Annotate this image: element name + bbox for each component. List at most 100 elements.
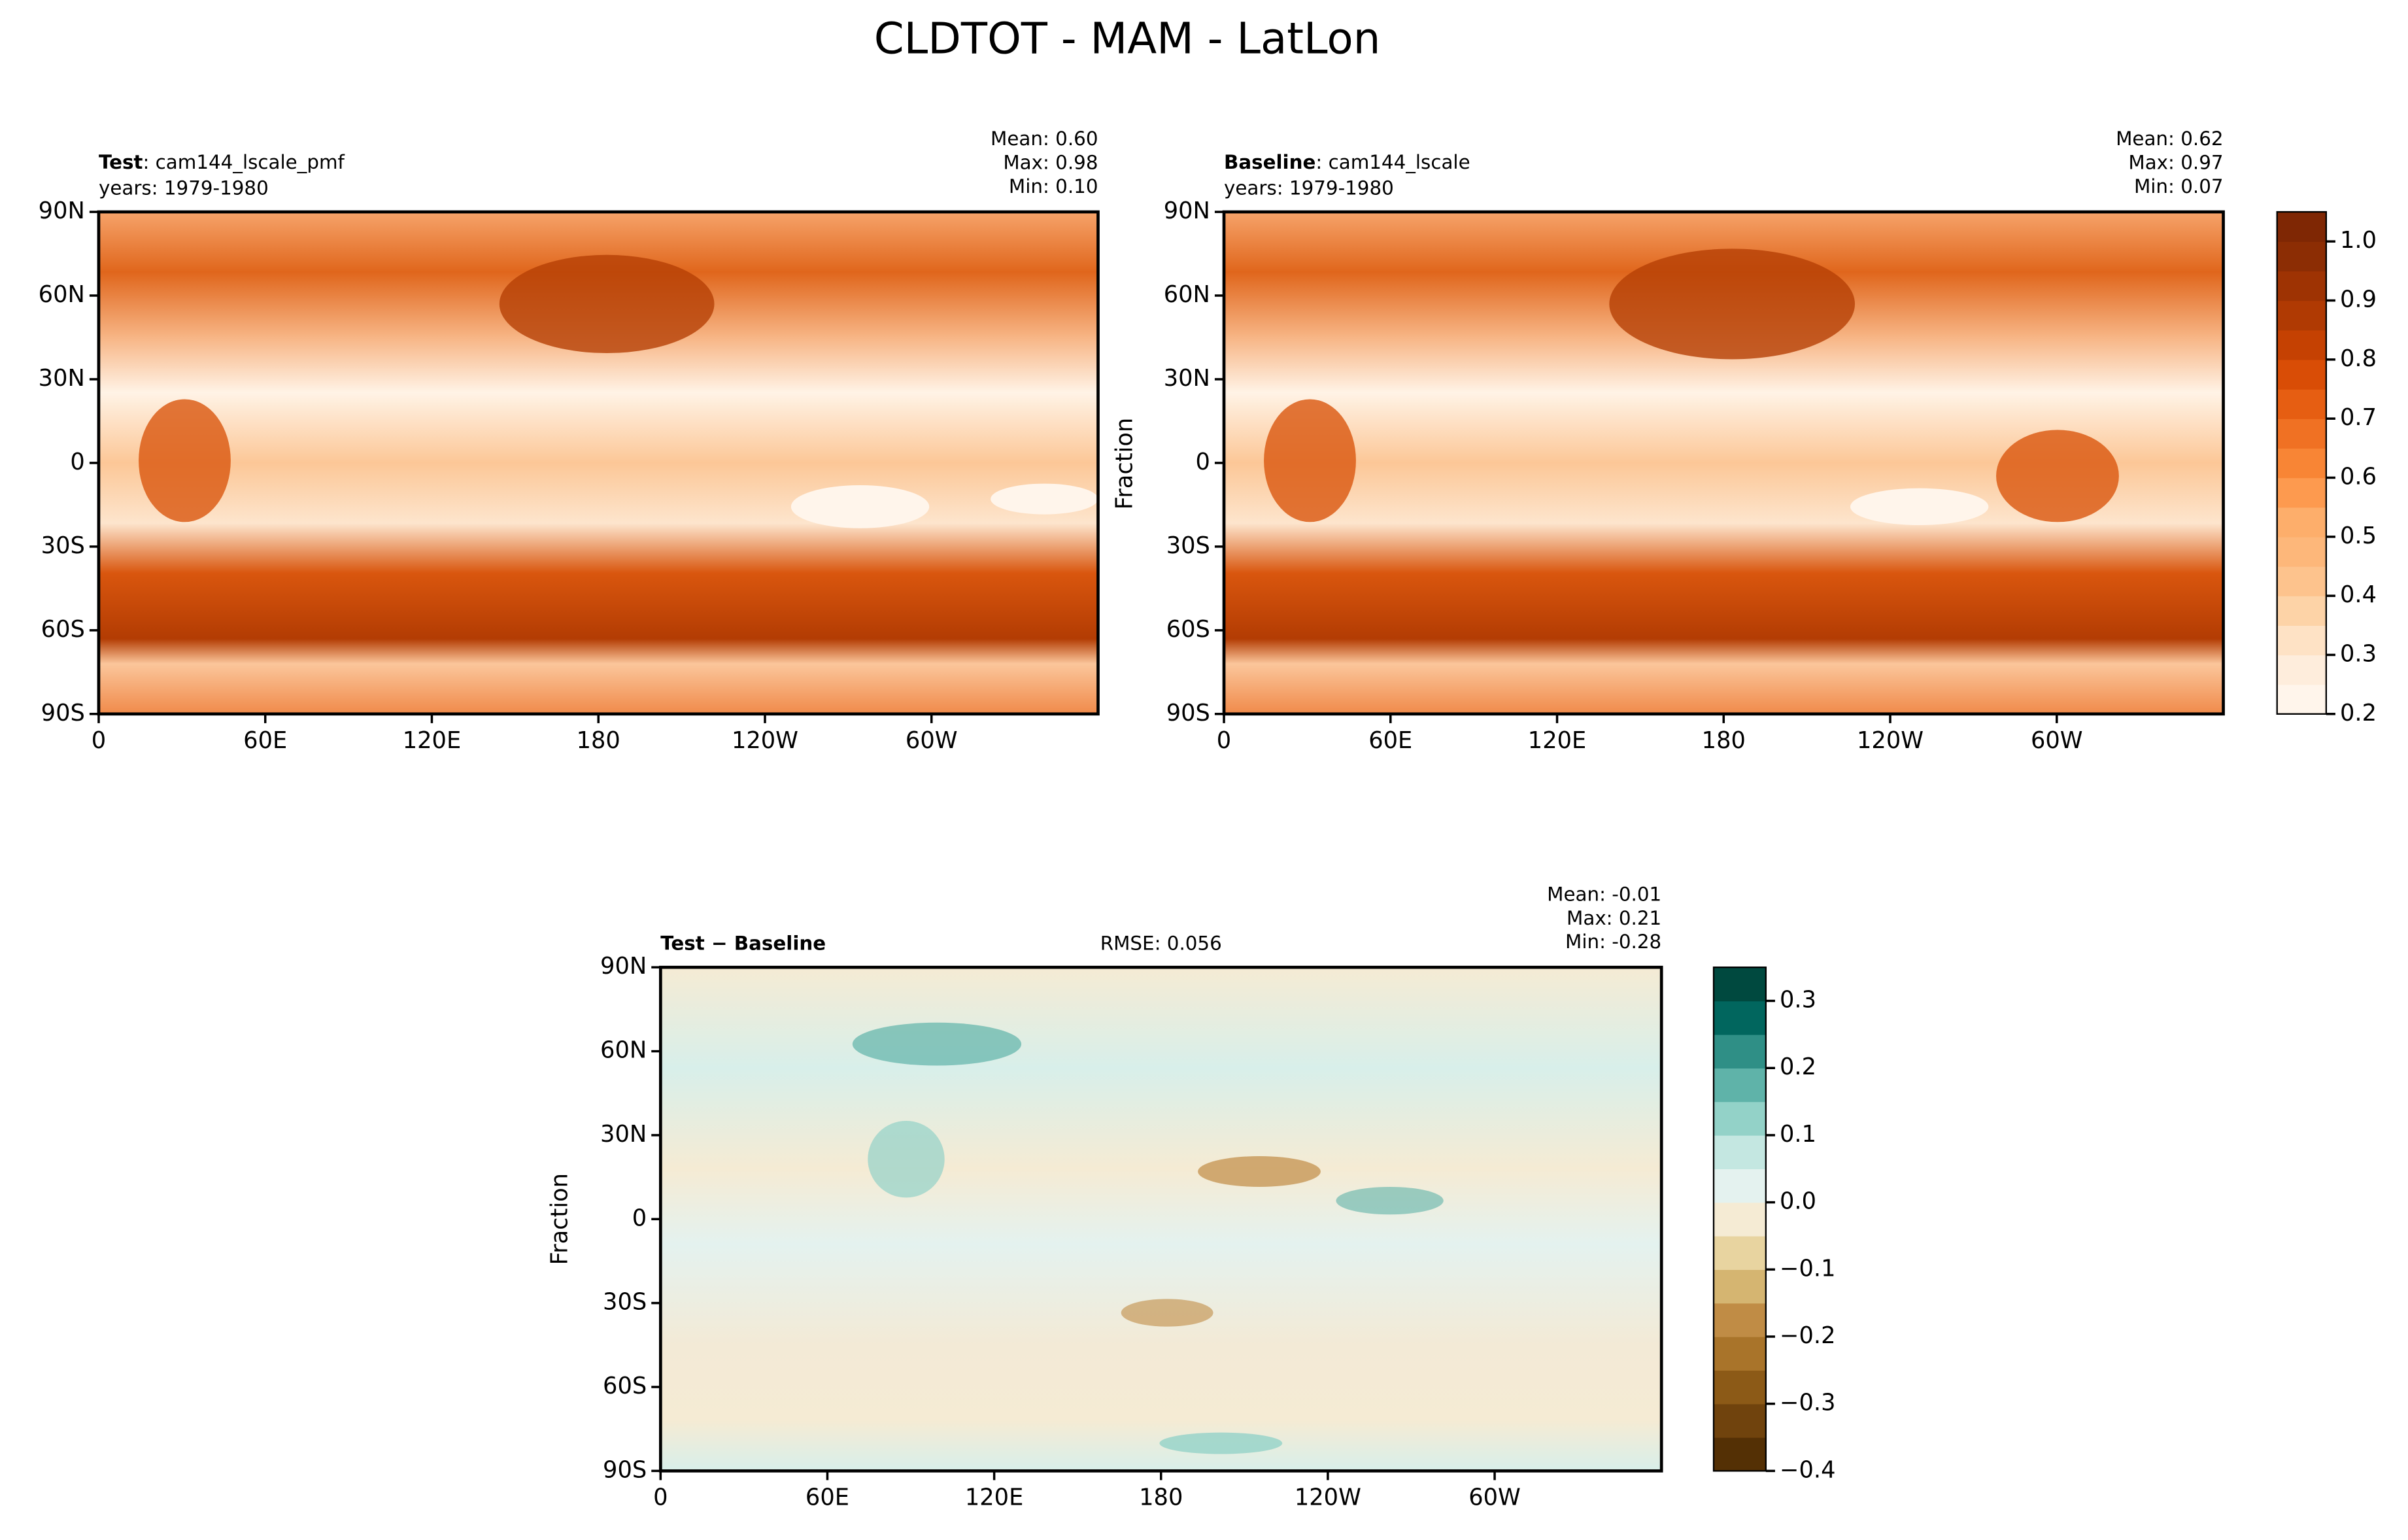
lon-tick-label: 120E <box>403 727 461 754</box>
colorbar-tick-label: 0.6 <box>2340 463 2377 490</box>
lat-tick-label: 30N <box>39 365 85 392</box>
lon-tick-label: 120E <box>965 1484 1023 1511</box>
lat-tick-label: 30N <box>600 1121 647 1148</box>
colorbar-tick-label: 0.5 <box>2340 522 2377 549</box>
colorbar-label: Fraction <box>547 1173 573 1265</box>
colorbar-tick-label: 0.1 <box>1780 1121 1816 1148</box>
colorbar-tick-label: 0.2 <box>1780 1053 1816 1080</box>
lon-tick-label: 60E <box>805 1484 849 1511</box>
colorbar-bin <box>1714 1202 1766 1237</box>
lat-tick-label: 60S <box>41 616 85 643</box>
colorbar-bin <box>2277 271 2326 301</box>
colorbar-bin <box>2277 684 2326 715</box>
colorbar-bin <box>1714 1370 1766 1405</box>
colorbar-bin <box>2277 655 2326 685</box>
lon-tick-label: 120W <box>732 727 798 754</box>
lat-tick-label: 90N <box>600 953 647 980</box>
colorbar-bin <box>2277 448 2326 479</box>
colorbar-bin <box>2277 241 2326 272</box>
colorbar-tick-label: 0.3 <box>2340 640 2377 667</box>
lon-tick-label: 60E <box>243 727 287 754</box>
lon-tick-label: 60W <box>2031 727 2083 754</box>
lon-tick-label: 0 <box>653 1484 668 1511</box>
colorbar-tick-label: −0.1 <box>1780 1255 1835 1282</box>
stat-label: Mean: 0.60 <box>991 128 1098 150</box>
stat-label: Min: -0.28 <box>1565 931 1661 953</box>
lat-tick-label: 90N <box>39 197 85 224</box>
lat-tick-label: 90S <box>41 700 85 727</box>
colorbar-bin <box>2277 359 2326 390</box>
figure-title: CLDTOT - MAM - LatLon <box>874 13 1381 63</box>
lat-tick-label: 0 <box>632 1205 647 1231</box>
colorbar-bin <box>1714 1068 1766 1103</box>
map-field <box>98 212 1098 714</box>
colorbar-bin <box>1714 1269 1766 1304</box>
lat-tick-label: 30S <box>1166 532 1210 559</box>
lon-tick-label: 0 <box>1217 727 1231 754</box>
lon-tick-label: 0 <box>92 727 106 754</box>
colorbar-tick-label: 1.0 <box>2340 227 2377 254</box>
stat-label: Mean: -0.01 <box>1547 883 1661 905</box>
panel-name: Test <box>99 150 143 173</box>
colorbar-tick-label: 0.8 <box>2340 345 2377 372</box>
lat-tick-label: 30S <box>41 532 85 559</box>
map-field <box>1224 212 2224 714</box>
lat-tick-label: 0 <box>70 449 84 475</box>
colorbar-bin <box>2277 330 2326 360</box>
colorbar-frame <box>1712 967 1767 1472</box>
colorbar-bin <box>1714 1303 1766 1337</box>
lon-tick-label: 180 <box>1702 727 1746 754</box>
lat-tick-label: 90S <box>1166 700 1210 727</box>
lat-tick-label: 30N <box>1164 365 1210 392</box>
colorbar-tick-label: −0.2 <box>1780 1322 1835 1349</box>
panel-run: : cam144_lscale <box>1315 150 1470 173</box>
colorbar-bin <box>1714 1034 1766 1069</box>
lat-tick-label: 90S <box>603 1456 647 1483</box>
colorbar-tick-label: −0.3 <box>1780 1390 1835 1416</box>
lon-tick-label: 120W <box>1857 727 1924 754</box>
panel-run: : cam144_lscale_pmf <box>143 150 345 173</box>
colorbar-bin <box>2277 625 2326 656</box>
stat-label: Max: 0.21 <box>1567 907 1661 929</box>
lon-tick-label: 60W <box>1468 1484 1521 1511</box>
panel-years: years: 1979-1980 <box>99 177 269 199</box>
panel-title: Test: cam144_lscale_pmf <box>99 150 345 173</box>
panel-years: years: 1979-1980 <box>1224 177 1394 199</box>
lat-tick-label: 60N <box>1164 281 1210 308</box>
colorbar-bin <box>2277 212 2326 242</box>
colorbar-tick-label: 0.7 <box>2340 404 2377 431</box>
colorbar-bin <box>2277 566 2326 596</box>
lon-tick-label: 120E <box>1528 727 1586 754</box>
colorbar-bin <box>2277 596 2326 626</box>
colorbar-tick-label: −0.4 <box>1780 1456 1835 1483</box>
colorbar-bin <box>2277 300 2326 331</box>
panel-name: Baseline <box>1224 150 1315 173</box>
lat-tick-label: 60N <box>39 281 85 308</box>
stat-label: Min: 0.07 <box>2134 175 2224 197</box>
colorbar-frame <box>2276 211 2328 715</box>
lat-tick-label: 0 <box>1195 449 1210 475</box>
colorbar-tick-label: 0.0 <box>1780 1188 1816 1215</box>
lon-tick-label: 60E <box>1368 727 1412 754</box>
lat-tick-label: 60S <box>603 1373 647 1399</box>
colorbar-bin <box>1714 1403 1766 1438</box>
map-field <box>660 967 1662 1471</box>
colorbar-bin <box>1714 1437 1766 1472</box>
lat-tick-label: 60N <box>600 1037 647 1064</box>
colorbar-bin <box>1714 967 1766 1002</box>
lon-tick-label: 120W <box>1295 1484 1361 1511</box>
stat-label: Max: 0.98 <box>1003 152 1098 174</box>
colorbar-bin <box>2277 419 2326 449</box>
colorbar-tick-label: 0.4 <box>2340 581 2377 608</box>
panel-title: Baseline: cam144_lscale <box>1224 150 1470 173</box>
diff-title: Test − Baseline <box>660 932 826 954</box>
lon-tick-label: 180 <box>1139 1484 1183 1511</box>
colorbar-label: Fraction <box>1111 418 1138 510</box>
colorbar-bin <box>2277 388 2326 419</box>
colorbar-bin <box>2277 536 2326 567</box>
lon-tick-label: 180 <box>577 727 620 754</box>
stat-label: Min: 0.10 <box>1009 175 1098 197</box>
lon-tick-label: 60W <box>906 727 958 754</box>
colorbar-bin <box>1714 1336 1766 1371</box>
